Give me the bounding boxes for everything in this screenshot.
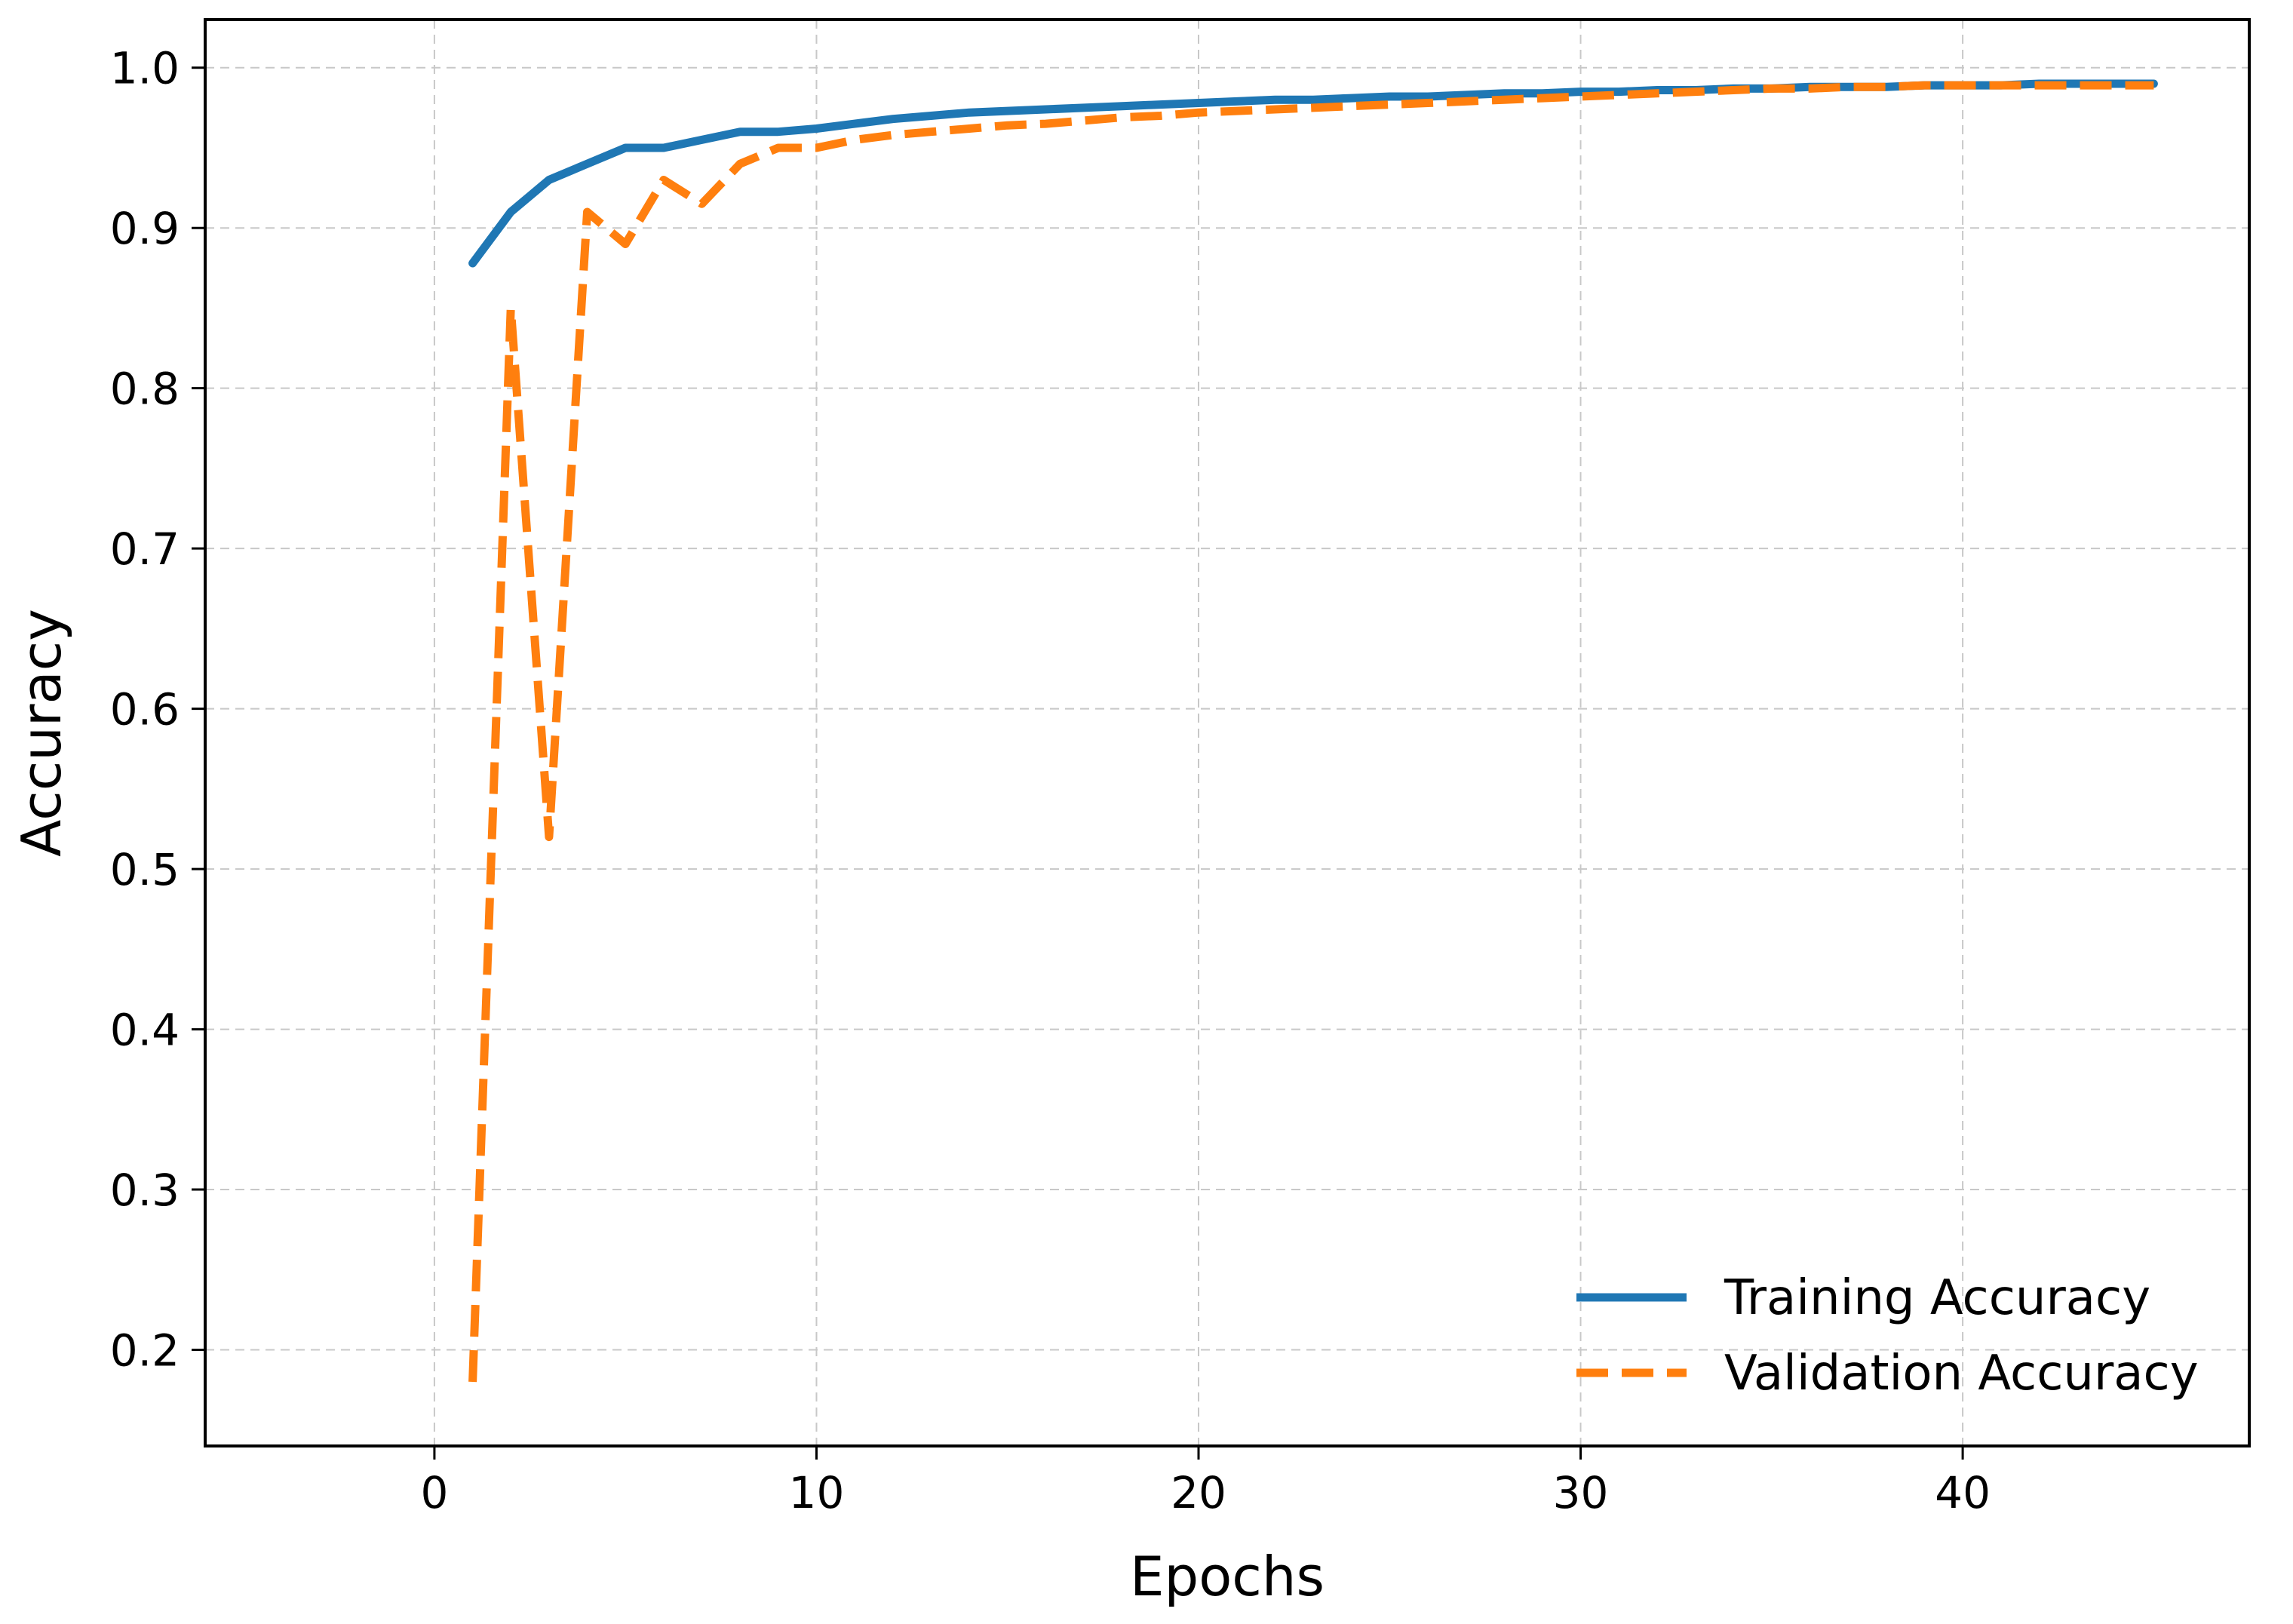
plot-frame [204, 18, 2251, 1447]
x-tick-label: 40 [1935, 1467, 1991, 1518]
validation-accuracy-line [468, 81, 2154, 1383]
y-tick-label: 0.9 [110, 203, 180, 254]
y-tick-label: 0.8 [110, 364, 180, 415]
x-axis-title: Epochs [1130, 1545, 1325, 1608]
y-tick-label: 0.5 [110, 844, 180, 895]
series-layer [468, 79, 2158, 1383]
x-tick-label: 10 [789, 1467, 845, 1518]
legend-label-training: Training Accuracy [1724, 1270, 2150, 1326]
grid [205, 20, 2249, 1446]
y-tick-label: 1.0 [110, 43, 180, 94]
y-tick-label: 0.2 [110, 1325, 180, 1377]
legend-label-validation: Validation Accuracy [1724, 1346, 2199, 1401]
y-tick-label: 0.7 [110, 523, 180, 575]
y-tick-label: 0.4 [110, 1005, 180, 1056]
y-tick-label: 0.3 [110, 1165, 180, 1216]
x-tick-label: 20 [1171, 1467, 1226, 1518]
x-axis-ticks: 0 10 20 30 40 [420, 1446, 1991, 1518]
y-tick-label: 0.6 [110, 684, 180, 735]
x-tick-label: 0 [420, 1467, 448, 1518]
legend: Training Accuracy Validation Accuracy [1576, 1270, 2199, 1401]
y-axis-ticks: 0.2 0.3 0.4 0.5 0.6 0.7 0.8 0.9 1.0 [110, 43, 205, 1377]
x-tick-label: 30 [1553, 1467, 1609, 1518]
y-axis-title: Accuracy [10, 609, 73, 857]
